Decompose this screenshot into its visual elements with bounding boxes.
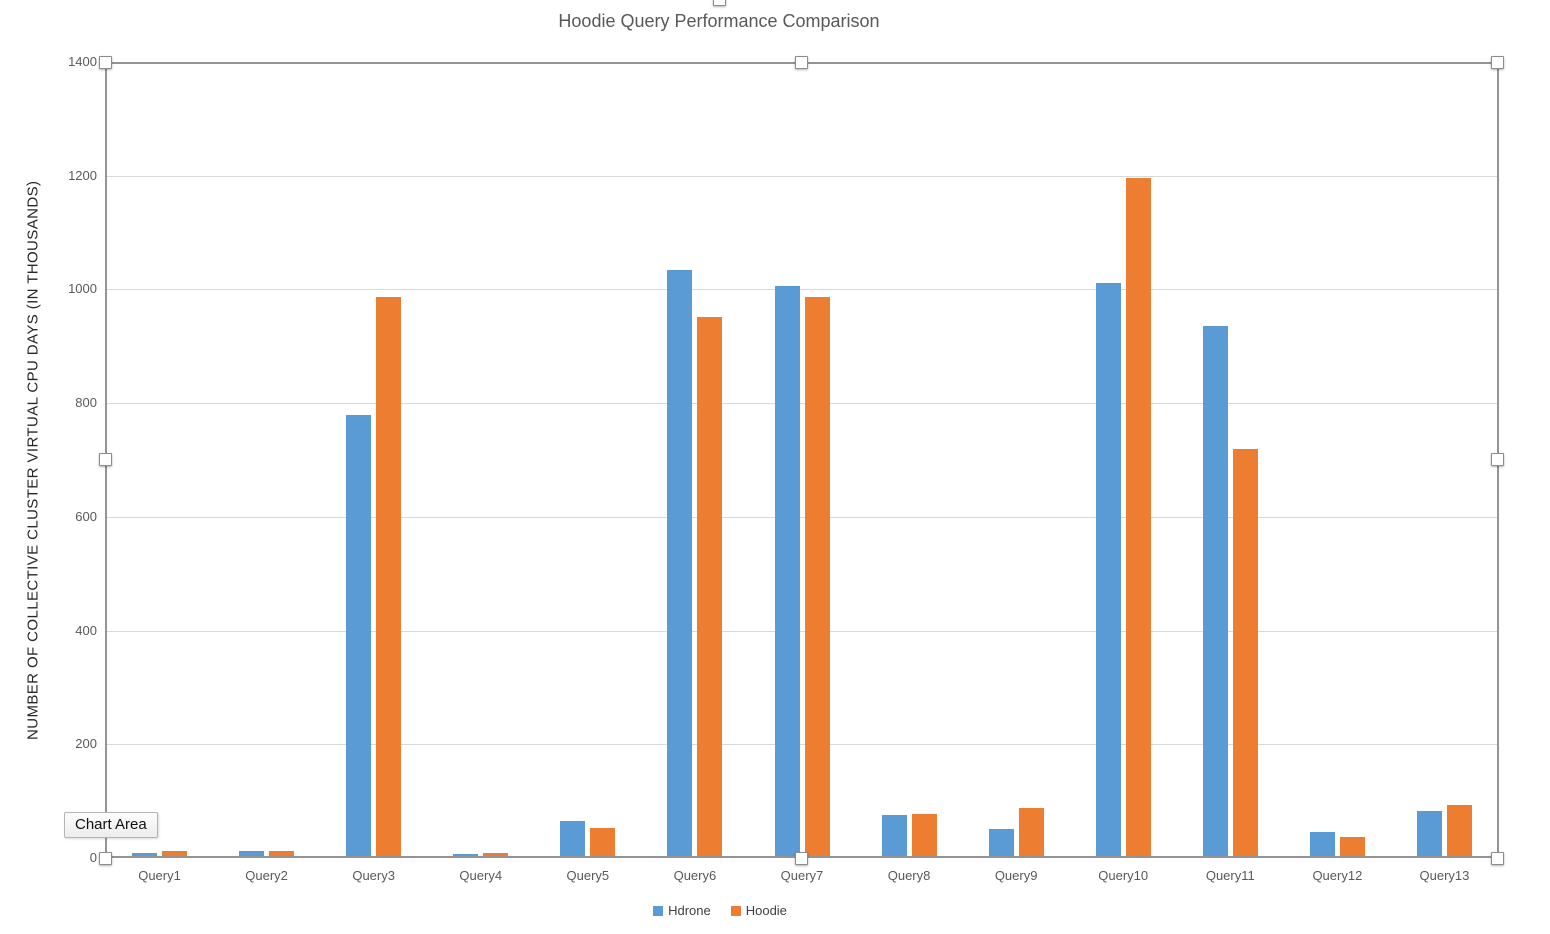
bar-hoodie-query2[interactable] <box>269 851 295 856</box>
bar-hoodie-query3[interactable] <box>376 296 402 856</box>
x-tick-label-query6: Query6 <box>673 868 717 883</box>
bar-hdrone-query11[interactable] <box>1202 325 1228 856</box>
plot-area[interactable] <box>105 62 1499 858</box>
gridline-800 <box>106 403 1498 405</box>
bar-hoodie-query12[interactable] <box>1339 837 1365 856</box>
x-tick-label-query1: Query1 <box>138 868 181 883</box>
x-tick-label-query4: Query4 <box>459 868 503 883</box>
bar-hoodie-query4[interactable] <box>483 853 509 856</box>
y-tick-label-0: 0 <box>89 850 97 865</box>
bar-hoodie-query1[interactable] <box>162 851 188 856</box>
bar-hoodie-query8[interactable] <box>911 813 937 856</box>
bar-hdrone-query10[interactable] <box>1095 283 1121 856</box>
x-tick-label-query2: Query2 <box>245 868 288 883</box>
bar-hdrone-query13[interactable] <box>1416 810 1442 856</box>
chart-area-tooltip: Chart Area <box>64 812 158 838</box>
x-tick-label-query11: Query11 <box>1205 868 1255 883</box>
y-tick-label-1400: 1400 <box>68 54 97 69</box>
bar-hdrone-query4[interactable] <box>453 853 479 856</box>
bar-hdrone-query6[interactable] <box>667 270 693 856</box>
bar-hdrone-query1[interactable] <box>132 853 158 856</box>
legend-item-hoodie[interactable]: Hoodie <box>730 903 787 918</box>
x-tick-label-query12: Query12 <box>1312 868 1363 883</box>
resize-handle-chart-top[interactable] <box>713 0 726 6</box>
bar-hoodie-query7[interactable] <box>804 297 830 856</box>
bar-hdrone-query12[interactable] <box>1309 832 1335 856</box>
gridline-1000 <box>106 289 1498 291</box>
bar-hoodie-query10[interactable] <box>1125 178 1151 856</box>
y-tick-label-1000: 1000 <box>68 281 97 297</box>
chart-area-tooltip-label: Chart Area <box>75 816 147 833</box>
y-tick-label-800: 800 <box>75 395 97 411</box>
resize-handle-middle-right[interactable] <box>1491 453 1504 466</box>
bar-hdrone-query3[interactable] <box>346 415 372 856</box>
legend-swatch-hoodie <box>730 905 741 916</box>
bar-hdrone-query7[interactable] <box>774 285 800 856</box>
resize-handle-top-center[interactable] <box>795 56 808 69</box>
resize-handle-top-left[interactable] <box>99 56 112 69</box>
bar-hoodie-query13[interactable] <box>1446 805 1472 856</box>
y-tick-label-200: 200 <box>75 736 97 752</box>
bar-hdrone-query8[interactable] <box>881 814 907 856</box>
bar-hoodie-query5[interactable] <box>590 827 616 856</box>
resize-handle-bottom-center[interactable] <box>795 852 808 865</box>
y-tick-label-400: 400 <box>75 622 97 638</box>
resize-handle-top-right[interactable] <box>1491 56 1504 69</box>
x-tick-label-query13: Query13 <box>1419 868 1470 883</box>
gridline-1200 <box>106 175 1498 177</box>
x-tick-label-query8: Query8 <box>887 868 931 883</box>
y-tick-label-1200: 1200 <box>68 167 97 183</box>
legend-label-hdrone: Hdrone <box>668 903 711 918</box>
bar-hoodie-query11[interactable] <box>1232 448 1258 856</box>
legend-label-hoodie: Hoodie <box>745 903 787 918</box>
resize-handle-bottom-right[interactable] <box>1491 852 1504 865</box>
x-tick-label-query5: Query5 <box>566 868 610 883</box>
legend-swatch-hdrone <box>653 905 664 916</box>
resize-handle-bottom-left[interactable] <box>99 852 112 865</box>
x-tick-label-query9: Query9 <box>994 868 1038 883</box>
y-tick-label-600: 600 <box>75 508 97 524</box>
gridline-200 <box>106 744 1498 746</box>
x-tick-label-query10: Query10 <box>1098 868 1149 883</box>
legend-item-hdrone[interactable]: Hdrone <box>653 903 711 918</box>
bar-hdrone-query2[interactable] <box>239 851 265 856</box>
bar-hoodie-query6[interactable] <box>697 317 723 856</box>
bar-hoodie-query9[interactable] <box>1018 807 1044 856</box>
gridline-600 <box>106 516 1498 518</box>
bar-hdrone-query5[interactable] <box>560 820 586 856</box>
bar-hdrone-query9[interactable] <box>988 828 1014 856</box>
x-tick-label-query7: Query7 <box>780 868 824 883</box>
gridline-400 <box>106 630 1498 632</box>
chart-title[interactable]: Hoodie Query Performance Comparison <box>558 11 880 31</box>
resize-handle-middle-left[interactable] <box>99 453 112 466</box>
legend[interactable]: Hdrone Hoodie <box>520 903 920 918</box>
x-tick-label-query3: Query3 <box>352 868 395 883</box>
